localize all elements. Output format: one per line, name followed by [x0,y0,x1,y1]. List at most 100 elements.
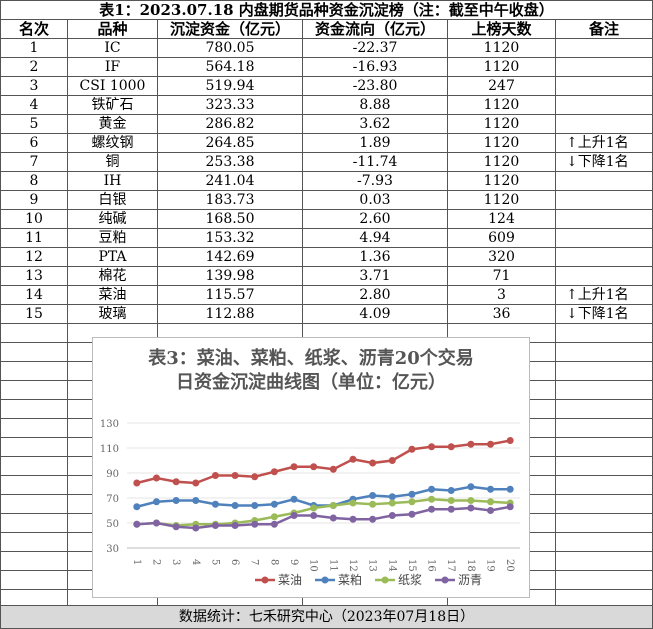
data-point [467,504,475,512]
table-cell: ↓下降1名 [556,305,653,324]
data-point [428,505,436,513]
data-point [408,445,416,453]
table-cell: 253.38 [158,153,303,172]
table-cell: 139.98 [158,267,303,286]
x-tick-label: 1 [131,559,142,565]
table-cell [556,381,653,400]
data-point [310,512,318,519]
table-cell: 12 [0,248,68,267]
table-cell: 3 [448,286,556,305]
table-cell [556,96,653,115]
table-cell [0,476,68,495]
data-point [467,497,475,504]
table-cell [556,58,653,77]
table-cell: 1120 [448,134,556,153]
data-point [270,468,278,476]
data-point [133,479,141,487]
table-cell: 上榜天数 [448,20,556,39]
table-cell: 3.71 [303,267,448,286]
data-point [506,503,514,511]
y-tick-label: 130 [100,419,119,430]
table-cell: 沉淀资金（亿元） [158,20,303,39]
data-point [447,505,455,513]
data-point [329,502,337,509]
y-tick-label: 30 [106,544,119,555]
data-point [428,443,436,451]
table-cell: 564.18 [158,58,303,77]
x-tick-label: 5 [209,559,220,565]
x-tick-label: 4 [190,559,201,565]
table-cell [556,39,653,58]
table-cell [0,457,68,476]
table-cell [556,533,653,552]
table-cell [0,419,68,438]
x-tick-label: 18 [465,559,476,572]
table-cell: 4 [0,96,68,115]
x-tick-label: 16 [426,559,437,572]
table-cell: 1120 [448,172,556,191]
table-cell [0,571,68,590]
data-point [211,472,219,479]
data-point [369,492,377,499]
data-point [349,455,357,463]
table-cell [556,248,653,267]
data-point [506,437,514,444]
table-cell: 168.50 [158,210,303,229]
table-cell [0,324,68,343]
table-cell: 71 [448,267,556,286]
table-cell [0,533,68,552]
data-point [388,457,396,464]
table-cell: 124 [448,210,556,229]
data-point [388,512,396,519]
table-cell: 2.60 [303,210,448,229]
table-cell [556,495,653,514]
y-tick-label: 70 [106,494,119,505]
table-cell: 资金流向（亿元） [303,20,448,39]
data-point [270,513,278,521]
data-point [251,502,259,509]
table-cell: 1120 [448,191,556,210]
table-cell: 323.33 [158,96,303,115]
y-tick-label: 110 [100,444,119,455]
table-cell: 8 [0,172,68,191]
table-cell: 玻璃 [68,305,158,324]
table-cell: IF [68,58,158,77]
data-point [388,499,396,507]
table-title: 表1：2023.07.18 内盘期货品种资金沉淀榜（注：截至中午收盘） [0,0,653,20]
table-cell: 6 [0,134,68,153]
data-point [349,515,357,523]
table-cell: 8.88 [303,96,448,115]
table-cell [556,476,653,495]
data-point [192,479,200,487]
data-point [192,497,200,504]
data-point [211,500,219,508]
data-point [133,503,141,511]
data-point [251,520,259,528]
table-cell: -11.74 [303,153,448,172]
table-cell [556,267,653,286]
table-cell: 780.05 [158,39,303,58]
data-point [310,504,318,512]
x-tick-label: 17 [445,559,456,572]
x-tick-label: 6 [229,559,240,565]
table-cell: 36 [448,305,556,324]
table-cell [0,514,68,533]
table-cell: 7 [0,153,68,172]
table-cell: -7.93 [303,172,448,191]
data-point [447,487,455,494]
table-cell: 183.73 [158,191,303,210]
table-cell: 名次 [0,20,68,39]
table-cell [556,514,653,533]
data-point [192,524,200,532]
data-point [211,522,219,529]
table-cell [68,590,158,606]
legend-marker [261,576,269,584]
table-cell [303,590,448,606]
table-cell: -22.37 [303,39,448,58]
table-cell: 1120 [448,96,556,115]
data-point [388,493,396,501]
data-point [467,483,475,491]
table-cell [556,77,653,96]
footer: 数据统计：七禾研究中心（2023年07月18日） [0,606,653,629]
data-point [270,520,278,528]
